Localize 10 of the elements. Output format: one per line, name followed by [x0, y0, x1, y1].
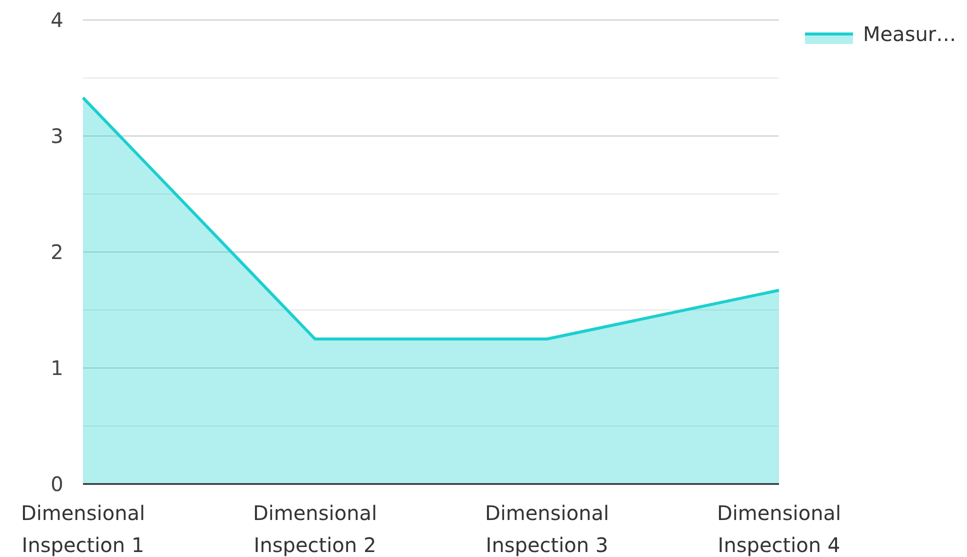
y-tick-label: 4 — [50, 8, 64, 32]
y-tick-label: 3 — [50, 124, 64, 148]
y-tick-label: 2 — [50, 240, 64, 264]
x-tick-label: Dimensional Inspection 3 — [484, 501, 610, 557]
y-tick-label: 1 — [50, 356, 64, 380]
x-tick-label: Dimensional Inspection 4 — [716, 501, 842, 557]
legend-label: Measur… — [863, 22, 956, 46]
x-tick-label: Dimensional Inspection 1 — [20, 501, 146, 557]
x-tick-label: Dimensional Inspection 2 — [252, 501, 378, 557]
y-tick-label: 0 — [50, 472, 64, 496]
